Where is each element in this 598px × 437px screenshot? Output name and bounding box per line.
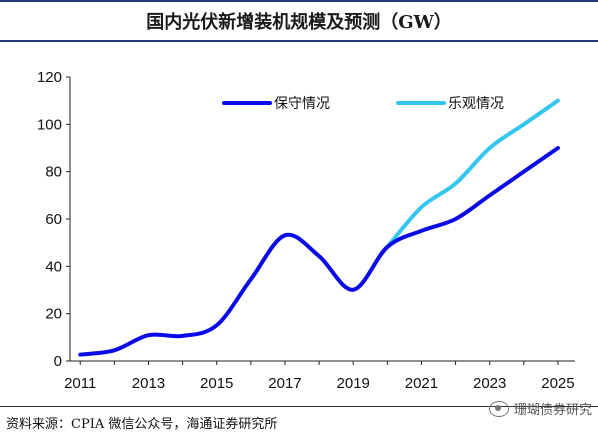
y-tick-label: 80: [45, 164, 62, 181]
y-tick-label: 100: [37, 116, 62, 133]
chart-series: [78, 98, 560, 357]
chart-legend: 保守情况 乐观情况: [222, 95, 504, 111]
y-tick-label: 120: [37, 69, 62, 86]
line-chart: 0 20 40 60 80 100 120 2011 2013 2015 2017 2019 2021 2…: [37, 69, 575, 392]
watermark-label: 珊瑚债券研究: [513, 403, 592, 418]
x-tick-label: 2025: [541, 375, 574, 392]
legend-label: 乐观情况: [448, 95, 504, 111]
legend-label: 保守情况: [274, 95, 330, 111]
chart-title: 国内光伏新增装机规模及预测（GW）: [146, 12, 452, 33]
y-tick-label: 0: [54, 353, 62, 370]
footer-rule: [0, 406, 598, 407]
x-tick-label: 2023: [473, 375, 506, 392]
y-tick-label: 60: [45, 211, 62, 228]
header-top-rule: [0, 0, 598, 2]
x-tick-label: 2011: [64, 375, 96, 392]
x-tick-label: 2015: [200, 375, 233, 392]
x-tick-label: 2019: [337, 375, 370, 392]
x-tick-label: 2021: [405, 375, 438, 392]
y-tick-label: 40: [45, 258, 62, 275]
series-line-optimistic: [385, 98, 560, 249]
x-tick-label: 2013: [132, 375, 165, 392]
wechat-icon: [488, 400, 509, 417]
series-line-conservative: [78, 146, 560, 357]
chart-axes: 0 20 40 60 80 100 120 2011 2013 2015 2017 2019 2021 2…: [37, 69, 575, 392]
source-note: 资料来源：CPIA 微信公众号，海通证券研究所: [6, 417, 278, 432]
y-tick-label: 20: [45, 306, 62, 323]
header-bottom-rule: [0, 40, 598, 42]
x-tick-label: 2017: [268, 375, 301, 392]
watermark: 珊瑚债券研究: [488, 399, 592, 418]
